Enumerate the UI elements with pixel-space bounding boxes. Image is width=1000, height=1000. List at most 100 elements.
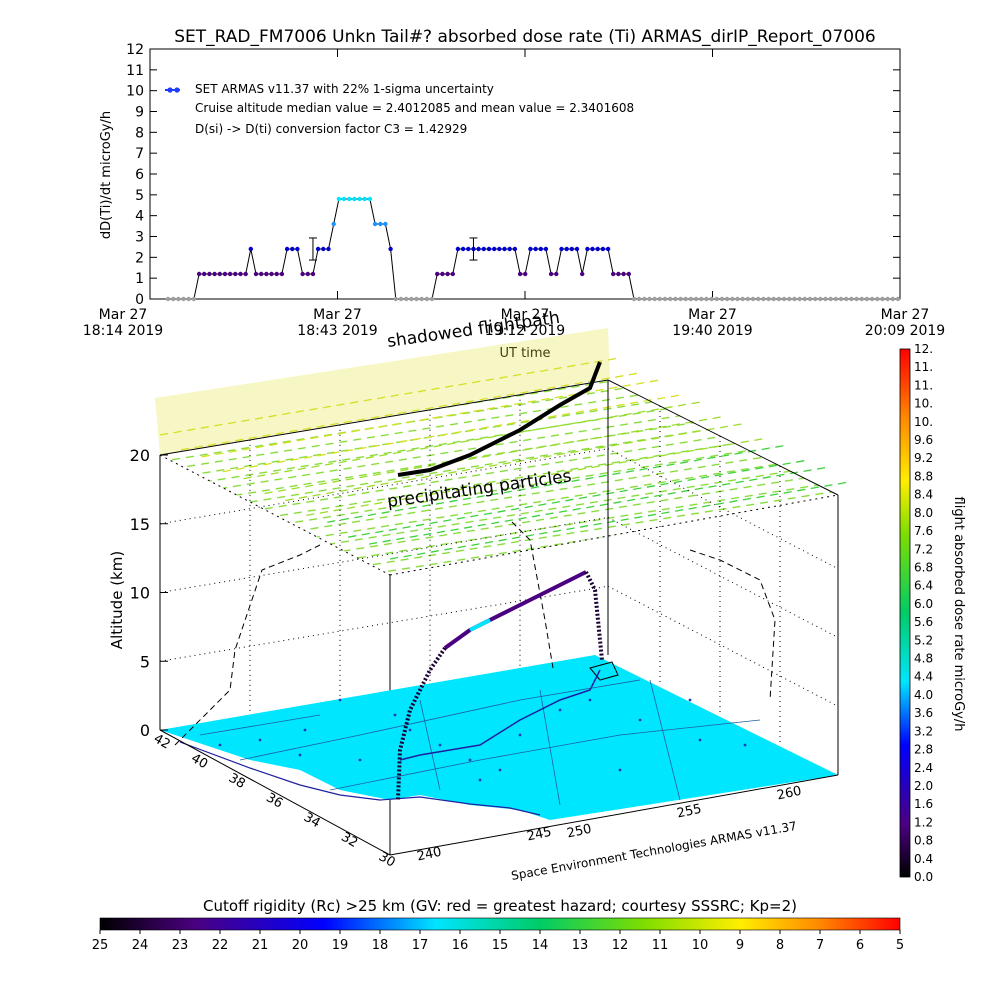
precip-dash: [674, 509, 684, 512]
data-point: [269, 271, 274, 277]
y-tick-label: 3: [135, 230, 144, 246]
data-point: [828, 296, 833, 302]
x-tick-time: 18:14 2019: [83, 323, 163, 339]
precip-dash: [256, 445, 265, 449]
precip-dash: [393, 480, 403, 483]
precip-dash: [680, 461, 689, 464]
dose-rate-tick-label: 0.4: [914, 852, 933, 866]
precip-dash: [634, 515, 643, 519]
precip-dash: [390, 394, 399, 398]
precip-dash: [401, 497, 410, 501]
cutoff-rigidity-tick-label: 7: [816, 938, 824, 953]
data-point: [631, 296, 637, 302]
data-point: [512, 246, 518, 252]
precip-dash: [291, 486, 300, 490]
data-point: [404, 296, 409, 302]
precip-dash: [616, 403, 625, 407]
dose-rate-colorbar-gradient: [899, 348, 911, 878]
data-point: [756, 296, 761, 302]
precip-dash: [381, 511, 390, 514]
precip-dash: [485, 378, 494, 382]
precip-dash: [429, 521, 438, 525]
precip-dash: [513, 402, 523, 406]
precip-dash: [566, 527, 575, 531]
precip-dash: [352, 458, 361, 462]
altitude-label: Altitude (km): [108, 551, 126, 649]
data-point: [781, 296, 787, 302]
precip-dash: [677, 403, 687, 407]
precip-dash: [589, 408, 598, 412]
y-tick-label: 2: [135, 250, 144, 266]
dose-rate-tick-label: 9.2: [914, 451, 933, 465]
cutoff-rigidity-tick-label: 13: [572, 938, 589, 953]
y-tick-label: 0: [135, 292, 144, 308]
precip-dash: [378, 425, 387, 428]
data-point: [724, 296, 730, 302]
data-point: [740, 296, 745, 302]
precip-dash: [449, 499, 458, 503]
precip-dash: [797, 488, 806, 492]
precip-dash: [456, 516, 465, 520]
data-point: [787, 296, 792, 302]
precip-dash: [618, 460, 627, 464]
precip-dash: [754, 438, 763, 442]
data-point: [419, 296, 424, 302]
precip-dash: [364, 427, 373, 431]
precip-dash: [248, 436, 257, 440]
precip-dash: [368, 541, 378, 545]
precip-dash: [533, 388, 542, 392]
precip-dash: [243, 476, 252, 480]
precip-dash: [282, 412, 291, 416]
precip-dash: [521, 419, 530, 423]
precip-dash: [483, 512, 493, 516]
precip-dash: [469, 485, 478, 489]
precip-dash: [357, 418, 366, 422]
precip-dash: [714, 473, 723, 477]
precip-dash: [659, 454, 668, 457]
shadow-path-right-wall: [689, 549, 776, 701]
cutoff-rigidity-tick-label: 25: [92, 938, 109, 953]
precip-dash: [343, 420, 352, 424]
precip-dash: [591, 465, 600, 469]
precip-dash: [538, 503, 547, 507]
precip-dash: [647, 513, 657, 517]
box-top-front-left: [159, 454, 391, 576]
precip-dash: [409, 535, 418, 538]
precip-dash: [551, 500, 560, 504]
top-chart-xlabel: UT time: [500, 346, 551, 361]
precip-dash: [380, 482, 389, 486]
data-point: [367, 196, 373, 202]
data-point: [435, 271, 440, 277]
precip-dash: [582, 419, 592, 423]
top-chart-ylabel: dD(Ti)/dt microGy/h: [99, 111, 114, 239]
precip-dash: [499, 376, 508, 379]
precip-dash: [575, 410, 584, 414]
main-title: SET_RAD_FM7006 Unkn Tail#? absorbed dose…: [174, 27, 875, 47]
map-dot: [478, 778, 482, 782]
legend-series-label: SET ARMAS v11.37 with 22% 1-sigma uncert…: [195, 82, 494, 96]
data-point: [605, 246, 611, 252]
longitude-tick-label: 250: [566, 822, 593, 842]
x-tick-date: Mar 27: [881, 307, 930, 323]
precip-dash: [227, 421, 236, 425]
precip-dash: [741, 469, 750, 472]
precip-dash: [337, 431, 346, 435]
precip-dash: [756, 495, 765, 499]
data-point: [761, 296, 766, 302]
precip-dash: [389, 556, 399, 560]
data-point: [693, 296, 699, 302]
precip-dash: [268, 414, 277, 418]
precip-dash: [302, 427, 312, 431]
precip-dash: [418, 418, 428, 422]
precip-dash: [498, 538, 507, 542]
precip-dash: [359, 475, 368, 479]
precip-dash: [375, 530, 384, 534]
precip-dash: [620, 518, 629, 522]
precip-dash: [607, 520, 616, 524]
cutoff-rigidity-tick-label: 20: [292, 938, 309, 953]
data-point: [196, 271, 202, 277]
latitude-tick-label: 36: [263, 790, 285, 811]
ground-track: [399, 669, 601, 761]
precip-dash: [598, 474, 607, 478]
precip-dash: [632, 458, 641, 462]
